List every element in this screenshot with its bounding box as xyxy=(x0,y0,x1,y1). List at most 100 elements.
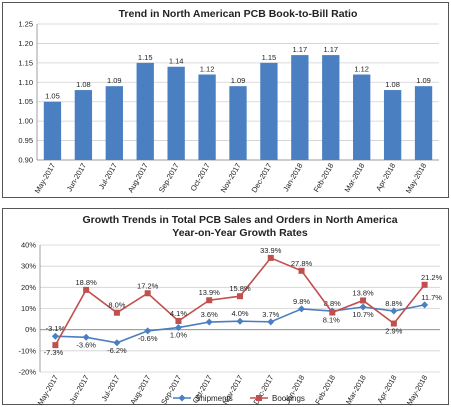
y-tick-label: 30% xyxy=(21,262,36,271)
y-tick-label: -20% xyxy=(18,368,36,377)
bar-value-label: 1.12 xyxy=(200,65,215,74)
shipments-point xyxy=(174,324,182,332)
bookings-point xyxy=(83,286,90,293)
bar xyxy=(229,86,247,160)
y-tick-label: 1.15 xyxy=(18,58,33,67)
legend-shipments-label: Shipments xyxy=(195,394,233,403)
shipments-value-label: -6.2% xyxy=(107,346,127,355)
bookings-value-label: 27.8% xyxy=(291,259,313,268)
y-tick-label: 40% xyxy=(21,241,36,250)
bookings-value-label: 2.9% xyxy=(385,327,402,336)
x-tick-label: Feb-2018 xyxy=(313,374,337,406)
bar xyxy=(198,74,216,160)
bar xyxy=(167,66,185,160)
y-tick-label: 10% xyxy=(21,304,36,313)
bookings-point xyxy=(52,342,59,349)
bookings-point xyxy=(267,254,274,261)
bookings-value-label: 13.9% xyxy=(199,288,221,297)
bar xyxy=(74,90,93,160)
shipments-value-label: 11.7% xyxy=(421,293,442,302)
bar-value-label: 1.17 xyxy=(323,45,338,54)
chart-title: Trend in North American PCB Book-to-Bill… xyxy=(119,8,358,20)
shipments-point xyxy=(205,318,213,326)
y-tick-label: -10% xyxy=(18,346,36,355)
y-tick-label: 20% xyxy=(21,283,36,292)
x-tick-label: Apr-2018 xyxy=(375,374,398,405)
x-tick-label: Sep-2017 xyxy=(159,374,183,407)
x-tick-label: May-2018 xyxy=(405,374,429,407)
x-tick-label: May-2017 xyxy=(36,374,60,407)
bookings-value-label: 8.1% xyxy=(323,316,340,325)
bar xyxy=(353,74,371,160)
shipments-point xyxy=(113,339,121,347)
y-tick-label: 1.05 xyxy=(18,97,33,106)
bookings-point xyxy=(175,317,182,324)
shipments-value-label: 3.7% xyxy=(262,310,279,319)
bookings-point xyxy=(390,320,397,327)
shipments-point xyxy=(82,333,90,341)
x-tick-label: Jul-2017 xyxy=(97,162,119,191)
shipments-point xyxy=(359,303,367,311)
x-tick-label: Feb-2018 xyxy=(312,162,336,194)
bar xyxy=(260,62,278,160)
x-tick-label: Sep-2017 xyxy=(157,162,181,195)
book-to-bill-chart-panel: Trend in North American PCB Book-to-Bill… xyxy=(2,2,449,198)
bar-value-label: 1.05 xyxy=(45,92,60,101)
chart-subtitle: Year-on-Year Growth Rates xyxy=(172,227,308,239)
y-tick-label: 0.90 xyxy=(18,156,33,165)
shipments-value-label: 8.8% xyxy=(324,299,341,308)
y-tick-label: 1.20 xyxy=(18,39,33,48)
x-tick-label: Jun-2017 xyxy=(65,162,88,194)
bookings-point xyxy=(206,297,213,304)
shipments-point xyxy=(267,318,275,326)
bar-value-label: 1.12 xyxy=(354,65,369,74)
bookings-value-label: 18.8% xyxy=(76,278,98,287)
y-tick-label: 0.95 xyxy=(18,136,33,145)
chart-title: Growth Trends in Total PCB Sales and Ord… xyxy=(82,214,397,226)
legend-shipments-marker xyxy=(178,394,186,402)
bar-value-label: 1.08 xyxy=(76,80,91,89)
bookings-point xyxy=(237,293,243,300)
bar xyxy=(136,62,154,160)
bar-value-label: 1.17 xyxy=(293,45,308,54)
shipments-point xyxy=(236,317,244,325)
bar-value-label: 1.09 xyxy=(107,76,122,85)
x-tick-label: Dec-2017 xyxy=(250,162,274,195)
bookings-point xyxy=(113,309,120,316)
bookings-value-label: -7.3% xyxy=(44,348,64,357)
bar xyxy=(414,86,433,160)
growth-trends-chart: Growth Trends in Total PCB Sales and Ord… xyxy=(18,214,443,407)
shipments-value-label: 8.8% xyxy=(385,299,402,308)
x-tick-label: Mar-2018 xyxy=(344,374,368,406)
x-tick-label: Jun-2017 xyxy=(67,374,90,406)
bookings-value-label: 21.2% xyxy=(421,273,443,282)
growth-trends-chart-panel: Growth Trends in Total PCB Sales and Ord… xyxy=(2,208,449,407)
shipments-value-label: -3.1% xyxy=(46,324,66,333)
x-tick-label: Aug-2017 xyxy=(128,374,152,407)
bar-value-label: 1.15 xyxy=(138,53,153,62)
bookings-point xyxy=(329,309,336,316)
x-tick-label: Nov-2017 xyxy=(219,162,243,195)
bar xyxy=(105,86,123,160)
bar xyxy=(43,101,62,160)
bookings-value-label: 4.1% xyxy=(170,309,187,318)
x-tick-label: Jan-2018 xyxy=(281,162,304,194)
shipments-point xyxy=(144,327,152,335)
bar-value-label: 1.14 xyxy=(169,57,184,66)
bar-value-label: 1.09 xyxy=(231,76,246,85)
x-tick-label: Apr-2018 xyxy=(374,162,397,193)
bar-value-label: 1.09 xyxy=(416,76,431,85)
bookings-value-label: 17.2% xyxy=(137,281,159,290)
bookings-point xyxy=(298,267,305,274)
y-tick-label: 1.25 xyxy=(18,20,33,29)
y-tick-label: 0% xyxy=(25,325,36,334)
y-tick-label: 1.00 xyxy=(18,117,33,126)
shipments-value-label: 1.0% xyxy=(170,331,187,340)
bookings-value-label: 15.8% xyxy=(229,284,251,293)
bar xyxy=(291,55,309,161)
legend-bookings-label: Bookings xyxy=(272,394,305,403)
bar xyxy=(322,55,340,161)
bar-value-label: 1.08 xyxy=(385,80,400,89)
bookings-point xyxy=(360,297,367,304)
shipments-point xyxy=(421,301,429,309)
